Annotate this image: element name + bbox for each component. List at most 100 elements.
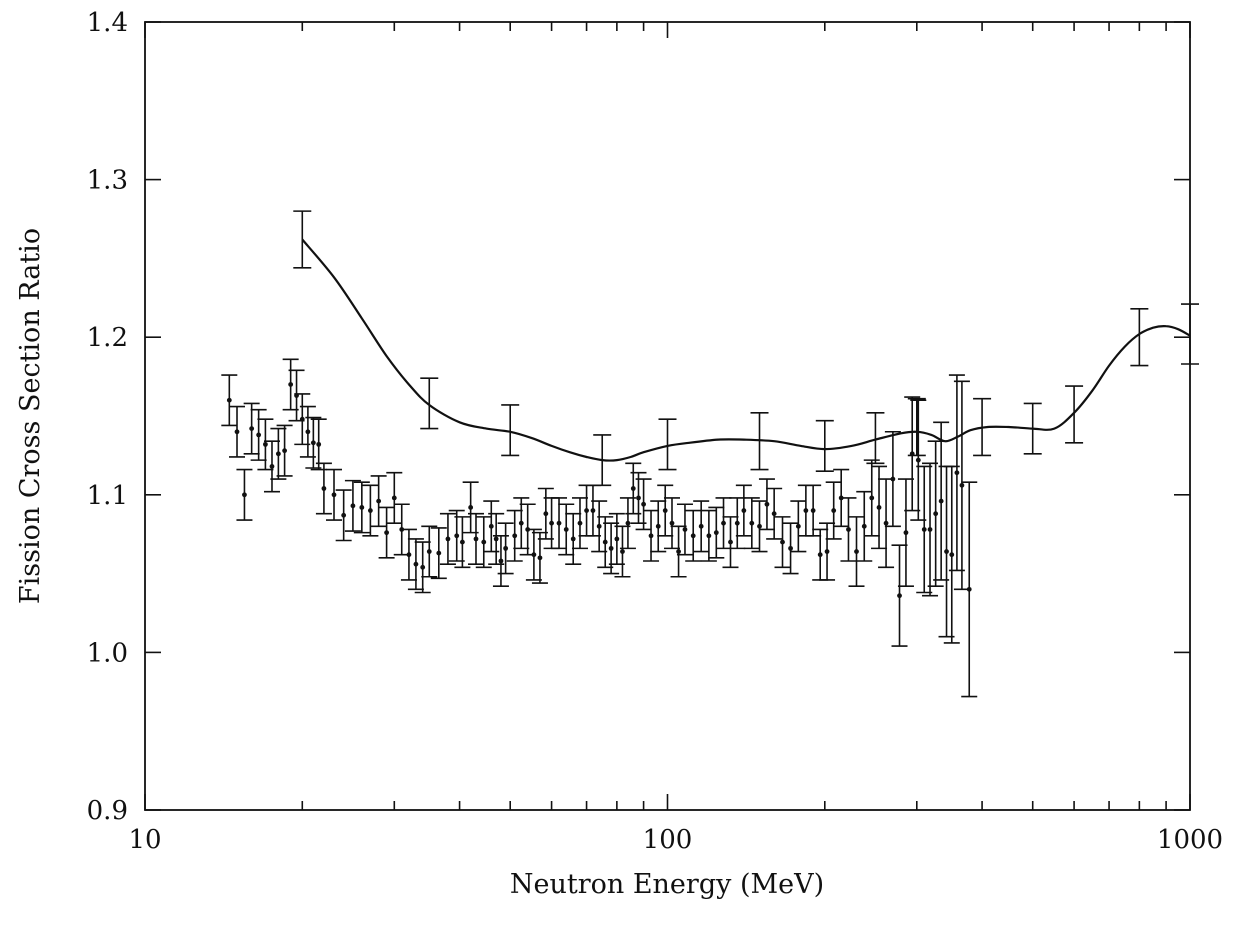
data-point [938,498,944,504]
data-point [543,511,549,517]
x-axis-title: Neutron Energy (MeV) [510,869,824,900]
data-point [824,549,830,554]
y-tick-label: 1.4 [87,8,128,38]
data-point [648,533,654,539]
data-point [861,523,867,529]
data-point [959,482,965,488]
data-point [669,520,675,526]
data-point [749,520,755,526]
data-point [625,520,631,526]
data-point [481,539,487,545]
data-point [584,508,589,513]
data-point [803,508,809,513]
data-point [341,512,347,518]
data-point [954,470,960,476]
data-point [596,523,602,529]
data-point [608,545,614,551]
y-tick-label: 1.3 [87,166,128,196]
data-point [570,536,576,542]
data-point [655,523,661,529]
data-point [641,501,646,507]
data-point [869,495,875,501]
data-point [788,545,793,551]
data-point [234,429,240,435]
data-point [413,561,419,567]
data-point [764,501,770,507]
data-point [531,552,537,558]
data-point [367,508,373,513]
data-point [275,451,281,457]
y-axis-title: Fission Cross Section Ratio [15,228,46,604]
data-point [795,523,801,529]
data-point [436,550,442,556]
data-point [741,508,747,513]
data-point [915,457,921,463]
data-point [310,440,316,446]
y-tick-label: 1.1 [87,481,128,511]
y-tick-label: 1.2 [87,323,128,353]
data-point [909,451,915,457]
data-point [305,429,311,435]
data-point [966,586,972,592]
data-point [713,530,719,536]
data-point [263,441,268,447]
data-point [420,564,426,570]
data-point [493,536,499,542]
data-point [897,593,902,599]
data-point [299,416,305,422]
data-point [577,520,583,526]
data-point [226,397,232,403]
data-point [563,527,569,532]
data-point [445,536,451,542]
data-point [269,464,275,469]
data-point [728,539,733,545]
data-point [780,539,785,545]
fit-curve [301,238,1191,462]
data-point [459,539,465,545]
data-point [706,533,712,539]
data-point [242,492,247,498]
data-point [771,511,777,517]
data-point [630,486,636,491]
data-point [890,476,896,482]
points-series [221,358,978,698]
curve-series [293,210,1199,487]
x-tick-label: 100 [643,825,693,855]
data-point [698,523,704,529]
data-point [817,552,823,558]
data-point [876,505,882,510]
y-tick-label: 0.9 [87,796,128,826]
data-point [757,523,762,529]
data-point [927,527,933,532]
data-point [537,555,543,561]
data-point [512,533,518,539]
data-point [721,520,726,526]
data-point [734,520,740,526]
data-point [846,527,851,532]
data-point [614,536,620,542]
data-point [503,545,509,551]
data-point [488,523,494,529]
data-point [921,527,927,532]
data-point [518,520,524,526]
data-point [602,539,608,545]
data-point [249,426,255,432]
data-point [359,505,365,510]
data-point [831,508,837,513]
data-point [454,533,460,539]
data-point [256,432,262,438]
data-point [468,505,474,510]
data-point [331,492,337,498]
data-point [662,508,668,513]
data-point [384,530,390,536]
data-point [854,549,859,554]
axis-ticks [144,21,1191,811]
data-point [944,549,949,554]
y-tick-label: 1.0 [87,638,128,668]
data-point [620,549,625,554]
data-point [883,520,889,526]
data-point [690,533,696,539]
data-point [549,520,554,526]
data-point [556,520,562,526]
